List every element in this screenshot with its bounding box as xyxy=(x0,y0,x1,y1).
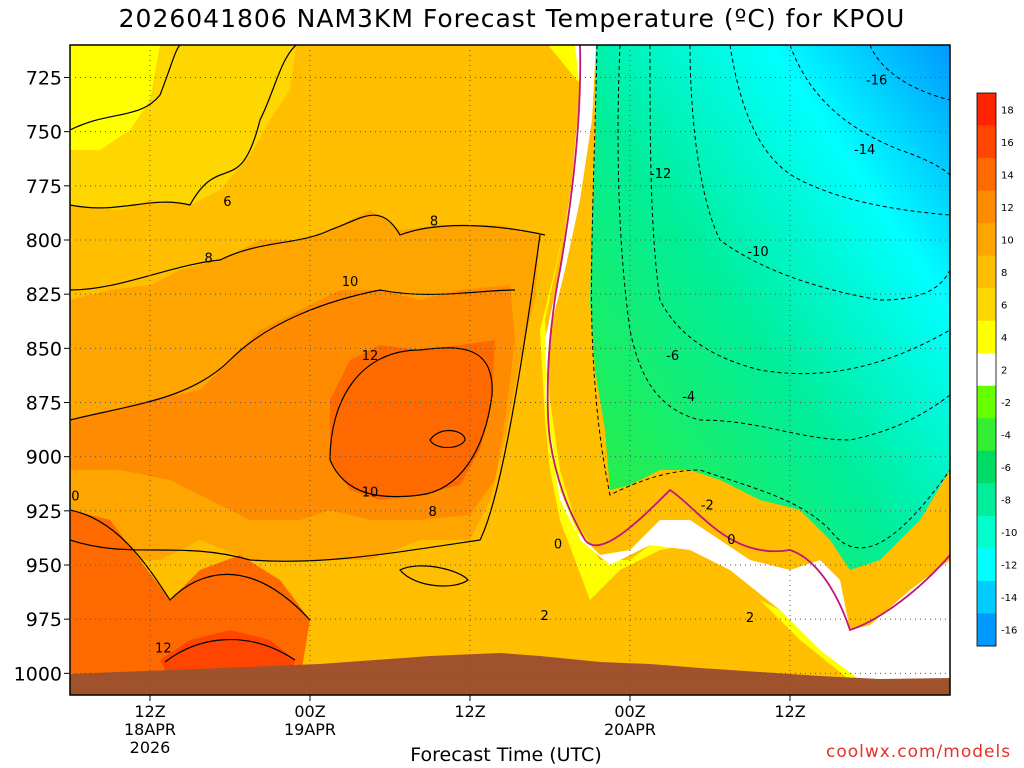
colorbar-swatch xyxy=(977,223,996,257)
isotherm-label: 0 xyxy=(71,490,79,505)
x-tick-label: 2026 xyxy=(130,738,171,757)
gridlines xyxy=(70,45,950,695)
warm-isotherms xyxy=(70,45,546,663)
band-2c-topleft xyxy=(70,45,160,150)
colorbar-swatch xyxy=(977,158,996,192)
y-tick-label: 900 xyxy=(26,447,62,469)
colorbar-tick-label: 4 xyxy=(1001,333,1007,344)
x-axis-title: Forecast Time (UTC) xyxy=(410,744,602,766)
freezing-line xyxy=(546,45,950,632)
y-tick-label: 1000 xyxy=(14,663,62,685)
y-tick-label: 875 xyxy=(26,393,62,415)
x-tick-label: 20APR xyxy=(604,720,656,739)
colorbar-swatch xyxy=(977,580,996,614)
colorbar-tick-label: -8 xyxy=(1001,496,1011,507)
isotherm-label: 0 xyxy=(554,537,562,552)
colorbar-frame xyxy=(976,92,997,647)
colorbar-tick-label: -2 xyxy=(1001,398,1011,409)
colorbar-swatch xyxy=(977,515,996,549)
colorbar-tick-label: -6 xyxy=(1001,463,1011,474)
isotherm-label: 12 xyxy=(155,641,172,656)
isotherm-label: -6 xyxy=(666,349,679,364)
y-tick-label: 825 xyxy=(26,284,62,306)
x-tick-label: 12Z xyxy=(774,702,805,721)
cold-isotherms xyxy=(591,45,950,549)
y-tick-label: 750 xyxy=(26,122,62,144)
colorbar: 18 16 14 12 10 8 6 4 2 -2 -4 -6 -8 -10 -12 -14 -16 xyxy=(976,92,1017,647)
y-tick-label: 925 xyxy=(26,501,62,523)
colorbar-swatch xyxy=(977,418,996,452)
isotherm-label: 0 xyxy=(727,533,735,548)
isotherm-label: -10 xyxy=(747,245,768,260)
colorbar-tick-label: -10 xyxy=(1001,528,1017,539)
isotherm-label: -4 xyxy=(682,390,695,405)
isotherm-label: -16 xyxy=(866,74,887,89)
isotherm-label: -12 xyxy=(650,167,671,182)
isotherm-label: 8 xyxy=(429,505,437,520)
x-tick-label: 12Z xyxy=(134,702,165,721)
chart-title: 2026041806 NAM3KM Forecast Temperature (… xyxy=(118,4,906,33)
credit-text: coolwx.com/models xyxy=(826,742,1012,762)
isotherm-label: 12 xyxy=(362,349,379,364)
isotherm-label: 2 xyxy=(746,611,754,626)
isotherm-labels: 6 8 10 12 10 8 8 0 12 0 2 0 2 -2 -4 -6 -10 -12 -14 -16 xyxy=(71,74,887,657)
band-0c xyxy=(545,45,950,680)
colorbar-swatch xyxy=(977,450,996,484)
colorbar-tick-label: 2 xyxy=(1001,366,1007,377)
x-tick-label: 18APR xyxy=(124,720,176,739)
isotherm-label: 6 xyxy=(223,195,231,210)
colorbar-tick-label: 10 xyxy=(1001,235,1014,246)
colorbar-tick-label: -12 xyxy=(1001,561,1017,572)
colorbar-swatch xyxy=(977,190,996,224)
colorbar-tick-label: 6 xyxy=(1001,300,1007,311)
colorbar-tick-label: -16 xyxy=(1001,626,1017,637)
colorbar-swatch xyxy=(977,385,996,419)
colorbar-tick-label: -14 xyxy=(1001,593,1017,604)
isotherm-label: -14 xyxy=(854,143,875,158)
isotherm-label: 10 xyxy=(342,275,359,290)
y-tick-label: 975 xyxy=(26,609,62,631)
colorbar-swatch xyxy=(977,548,996,582)
y-tick-label: 850 xyxy=(26,338,62,360)
colorbar-swatch xyxy=(977,353,996,387)
x-tick-label: 19APR xyxy=(284,720,336,739)
colorbar-swatch xyxy=(977,613,996,647)
colorbar-swatch xyxy=(977,483,996,517)
temperature-field xyxy=(70,45,950,695)
colorbar-tick-label: 8 xyxy=(1001,268,1007,279)
colorbar-swatch xyxy=(977,93,996,127)
isotherm-label: 2 xyxy=(541,609,549,624)
colorbar-tick-label: -4 xyxy=(1001,431,1011,442)
y-tick-label: 800 xyxy=(26,230,62,252)
x-tick-label: 12Z xyxy=(454,702,485,721)
colorbar-tick-label: 12 xyxy=(1001,203,1014,214)
colorbar-tick-label: 16 xyxy=(1001,138,1014,149)
plot-frame xyxy=(69,44,951,696)
y-tick-label: 950 xyxy=(26,555,62,577)
colorbar-swatch xyxy=(977,320,996,354)
y-tick-label: 725 xyxy=(26,68,62,90)
y-axis: 725 750 775 800 825 850 875 900 925 950 975 1000 xyxy=(14,68,70,685)
isotherm-label: 8 xyxy=(205,251,213,266)
y-tick-label: 775 xyxy=(26,176,62,198)
colorbar-tick-label: 14 xyxy=(1001,170,1014,181)
isotherm-label: 8 xyxy=(430,215,438,230)
colorbar-swatch xyxy=(977,288,996,322)
colorbar-swatch xyxy=(977,125,996,159)
band-12c xyxy=(330,340,495,500)
isotherm-label: -2 xyxy=(701,498,714,513)
x-tick-label: 00Z xyxy=(614,702,645,721)
isotherm-label: 10 xyxy=(362,485,379,500)
x-tick-label: 00Z xyxy=(294,702,325,721)
colorbar-swatch xyxy=(977,255,996,289)
cold-region xyxy=(590,45,950,570)
ground-surface xyxy=(70,653,950,695)
colorbar-tick-label: 18 xyxy=(1001,105,1014,116)
